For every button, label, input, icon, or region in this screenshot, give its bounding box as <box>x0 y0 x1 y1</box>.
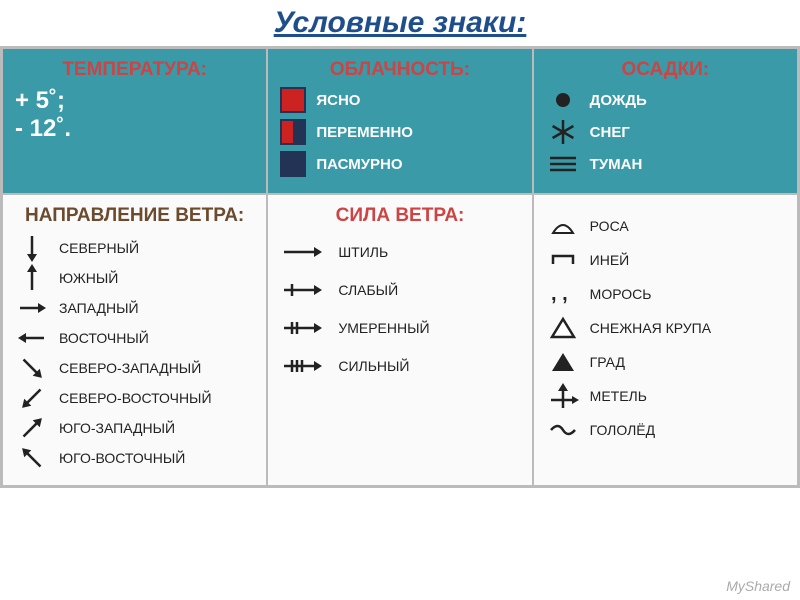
force-item: СЛАБЫЙ <box>280 277 519 303</box>
dot-icon <box>546 87 580 113</box>
direction-label: ЗАПАДНЫЙ <box>59 300 139 316</box>
precip2-label: СНЕЖНАЯ КРУПА <box>590 320 711 336</box>
arrow-icon <box>15 325 49 351</box>
direction-label: СЕВЕРО-ВОСТОЧНЫЙ <box>59 390 212 406</box>
arrow-icon <box>15 235 49 261</box>
force-arrow-icon <box>280 277 328 303</box>
krupa-icon <box>546 315 580 341</box>
legend-grid: ТЕМПЕРАТУРА: + 5˚; - 12˚. ОБЛАЧНОСТЬ: ЯС… <box>0 46 800 488</box>
precipitation2-cell: РОСА ИНЕЙ , , МОРОСЬ СНЕЖНАЯ КРУПА ГРАД МЕТЕЛЬ… <box>533 194 798 486</box>
arrow-icon <box>15 355 49 381</box>
force-label: ШТИЛЬ <box>338 244 388 260</box>
force-arrow-icon <box>280 353 328 379</box>
precipitation-cell: ОСАДКИ: ДОЖДЬ СНЕГ ТУМАН <box>533 48 798 194</box>
moros-icon: , , <box>546 281 580 307</box>
direction-item: СЕВЕРО-ЗАПАДНЫЙ <box>15 355 254 381</box>
temperature-value-2: - 12˚. <box>15 115 254 143</box>
precip2-item: ИНЕЙ <box>546 247 785 273</box>
precip2-item: ГРАД <box>546 349 785 375</box>
gololed-icon <box>546 417 580 443</box>
precip2-label: МОРОСЬ <box>590 286 652 302</box>
direction-item: ЗАПАДНЫЙ <box>15 295 254 321</box>
force-arrow-icon <box>280 315 328 341</box>
iney-icon <box>546 247 580 273</box>
temperature-cell: ТЕМПЕРАТУРА: + 5˚; - 12˚. <box>2 48 267 194</box>
direction-label: СЕВЕРО-ЗАПАДНЫЙ <box>59 360 201 376</box>
precip2-item: РОСА <box>546 213 785 239</box>
arrow-icon <box>15 295 49 321</box>
direction-item: СЕВЕРНЫЙ <box>15 235 254 261</box>
force-label: СЛАБЫЙ <box>338 282 398 298</box>
precip2-label: МЕТЕЛЬ <box>590 388 647 404</box>
grad-icon <box>546 349 580 375</box>
metel-icon <box>546 383 580 409</box>
precip2-label: ИНЕЙ <box>590 252 630 268</box>
cloud-item: ПАСМУРНО <box>280 151 519 177</box>
direction-label: СЕВЕРНЫЙ <box>59 240 139 256</box>
force-item: СИЛЬНЫЙ <box>280 353 519 379</box>
arrow-icon <box>15 385 49 411</box>
cloudiness-header: ОБЛАЧНОСТЬ: <box>280 59 519 81</box>
credit-text: MyShared <box>726 578 790 594</box>
force-item: УМЕРЕННЫЙ <box>280 315 519 341</box>
precip2-label: ГРАД <box>590 354 625 370</box>
precip2-item: СНЕЖНАЯ КРУПА <box>546 315 785 341</box>
direction-label: ЮГО-ВОСТОЧНЫЙ <box>59 450 185 466</box>
direction-label: ВОСТОЧНЫЙ <box>59 330 149 346</box>
snowflake-icon <box>546 119 580 145</box>
direction-label: ЮЖНЫЙ <box>59 270 118 286</box>
cloud-label: ЯСНО <box>316 92 360 109</box>
precip2-label: ГОЛОЛЁД <box>590 422 655 438</box>
precip2-item: ГОЛОЛЁД <box>546 417 785 443</box>
direction-item: ВОСТОЧНЫЙ <box>15 325 254 351</box>
fog-icon <box>546 151 580 177</box>
cloud-item: ПЕРЕМЕННО <box>280 119 519 145</box>
arrow-icon <box>15 265 49 291</box>
precip-label: СНЕГ <box>590 124 630 141</box>
direction-item: СЕВЕРО-ВОСТОЧНЫЙ <box>15 385 254 411</box>
precip2-item: , , МОРОСЬ <box>546 281 785 307</box>
wind-force-header: СИЛА ВЕТРА: <box>280 205 519 227</box>
wind-direction-header: НАПРАВЛЕНИЕ ВЕТРА: <box>15 205 254 227</box>
precip2-label: РОСА <box>590 218 629 234</box>
precip-label: ДОЖДЬ <box>590 92 647 109</box>
force-item: ШТИЛЬ <box>280 239 519 265</box>
direction-label: ЮГО-ЗАПАДНЫЙ <box>59 420 175 436</box>
arrow-icon <box>15 415 49 441</box>
cloudiness-cell: ОБЛАЧНОСТЬ: ЯСНО ПЕРЕМЕННО ПАСМУРНО <box>267 48 532 194</box>
direction-item: ЮГО-ЗАПАДНЫЙ <box>15 415 254 441</box>
precip-item: СНЕГ <box>546 119 785 145</box>
svg-text:, ,: , , <box>551 283 568 305</box>
wind-direction-cell: НАПРАВЛЕНИЕ ВЕТРА: СЕВЕРНЫЙ ЮЖНЫЙ ЗАПАДНЫЙ… <box>2 194 267 486</box>
wind-force-cell: СИЛА ВЕТРА: ШТИЛЬ СЛАБЫЙ УМЕРЕННЫЙ СИЛЬНЫЙ <box>267 194 532 486</box>
precip2-item: МЕТЕЛЬ <box>546 383 785 409</box>
force-label: УМЕРЕННЫЙ <box>338 320 429 336</box>
precipitation-header: ОСАДКИ: <box>546 59 785 81</box>
rosa-icon <box>546 213 580 239</box>
temperature-header: ТЕМПЕРАТУРА: <box>15 59 254 81</box>
precip-label: ТУМАН <box>590 156 643 173</box>
cloud-icon <box>280 151 306 177</box>
cloud-label: ПЕРЕМЕННО <box>316 124 413 141</box>
cloud-icon <box>280 87 306 113</box>
cloud-item: ЯСНО <box>280 87 519 113</box>
page-title: Условные знаки: <box>0 0 800 46</box>
cloud-label: ПАСМУРНО <box>316 156 402 173</box>
cloud-icon <box>280 119 306 145</box>
force-arrow-icon <box>280 239 328 265</box>
precip-item: ДОЖДЬ <box>546 87 785 113</box>
direction-item: ЮЖНЫЙ <box>15 265 254 291</box>
temperature-value-1: + 5˚; <box>15 87 254 115</box>
arrow-icon <box>15 445 49 471</box>
precip-item: ТУМАН <box>546 151 785 177</box>
direction-item: ЮГО-ВОСТОЧНЫЙ <box>15 445 254 471</box>
force-label: СИЛЬНЫЙ <box>338 358 409 374</box>
